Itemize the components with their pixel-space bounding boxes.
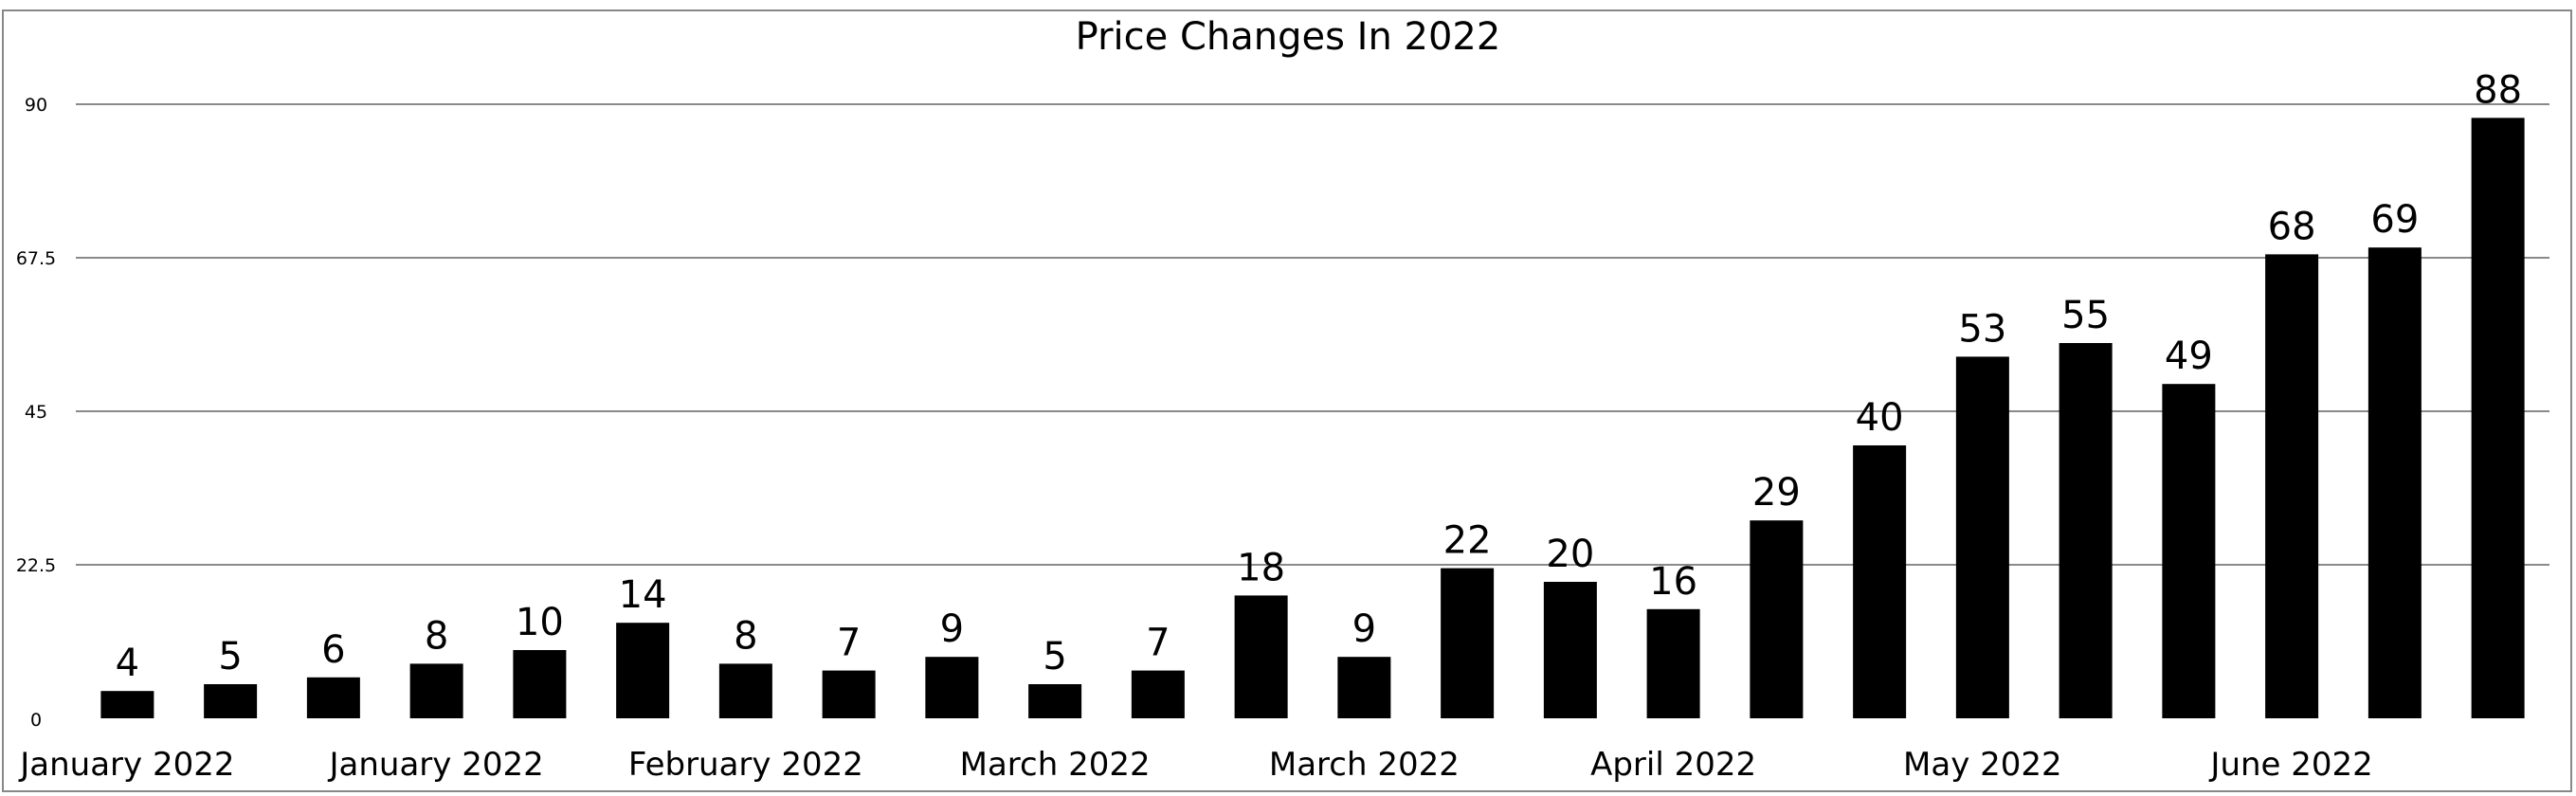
x-tick-label: January 2022 — [328, 746, 544, 784]
bar — [718, 663, 772, 718]
bar — [822, 670, 876, 718]
bar — [1853, 445, 1907, 718]
bar — [2059, 343, 2113, 718]
x-tick-label: June 2022 — [2208, 746, 2372, 784]
y-tick-label: 45 — [25, 402, 47, 423]
data-label: 8 — [425, 614, 448, 658]
data-label: 9 — [1352, 607, 1376, 651]
bar — [1646, 608, 1700, 718]
bar — [100, 691, 154, 718]
x-tick-label: May 2022 — [1903, 746, 2062, 784]
bar — [2162, 384, 2216, 718]
data-label: 7 — [1146, 622, 1170, 665]
bar — [1234, 595, 1288, 718]
chart-title: Price Changes In 2022 — [1076, 15, 1501, 59]
data-label: 20 — [1546, 533, 1594, 576]
data-label: 29 — [1752, 471, 1801, 515]
y-tick-label: 22.5 — [16, 555, 56, 576]
data-label: 5 — [218, 635, 242, 678]
data-label: 18 — [1237, 546, 1285, 589]
bar — [306, 677, 360, 718]
bar — [1955, 356, 2009, 718]
x-axis-ticks: January 2022 January 2022 February 2022 Mar… — [18, 746, 2373, 784]
bar — [2367, 247, 2422, 718]
data-label: 53 — [1958, 307, 2006, 351]
y-tick-label: 0 — [30, 710, 42, 731]
x-tick-label: March 2022 — [1269, 746, 1460, 784]
data-label: 68 — [2268, 205, 2316, 248]
data-label: 55 — [2061, 294, 2110, 337]
x-tick-label: February 2022 — [628, 746, 863, 784]
data-label: 7 — [837, 622, 861, 665]
data-label: 5 — [1043, 635, 1066, 678]
data-label: 10 — [516, 601, 564, 644]
data-label: 16 — [1649, 560, 1697, 604]
gridlines — [76, 103, 2549, 566]
data-label: 22 — [1443, 519, 1492, 563]
y-tick-label: 67.5 — [16, 248, 56, 269]
bar — [2471, 118, 2525, 718]
bar — [1441, 568, 1495, 718]
bar — [1028, 684, 1082, 718]
data-label: 4 — [116, 642, 139, 685]
data-label: 88 — [2474, 68, 2522, 112]
data-label: 9 — [940, 607, 964, 651]
data-label: 69 — [2370, 198, 2419, 242]
bar — [513, 650, 567, 718]
data-label: 40 — [1856, 396, 1904, 440]
x-tick-label: January 2022 — [18, 746, 234, 784]
bar — [1750, 520, 1804, 718]
x-tick-label: March 2022 — [960, 746, 1151, 784]
x-tick-label: April 2022 — [1590, 746, 1756, 784]
data-label: 49 — [2165, 335, 2213, 378]
data-label: 8 — [734, 614, 757, 658]
bar — [204, 684, 258, 718]
data-label: 6 — [321, 628, 345, 672]
bar — [616, 623, 670, 718]
y-axis-ticks: 0 22.5 45 67.5 90 — [16, 95, 56, 731]
y-tick-label: 90 — [25, 95, 47, 116]
bar — [2265, 254, 2319, 718]
bars — [100, 118, 2525, 718]
bar — [925, 657, 979, 718]
data-label: 14 — [619, 573, 667, 617]
bar — [1131, 670, 1185, 718]
bar — [1543, 582, 1597, 718]
bar — [409, 663, 463, 718]
chart-frame — [2, 9, 2572, 792]
bar — [1337, 657, 1391, 718]
